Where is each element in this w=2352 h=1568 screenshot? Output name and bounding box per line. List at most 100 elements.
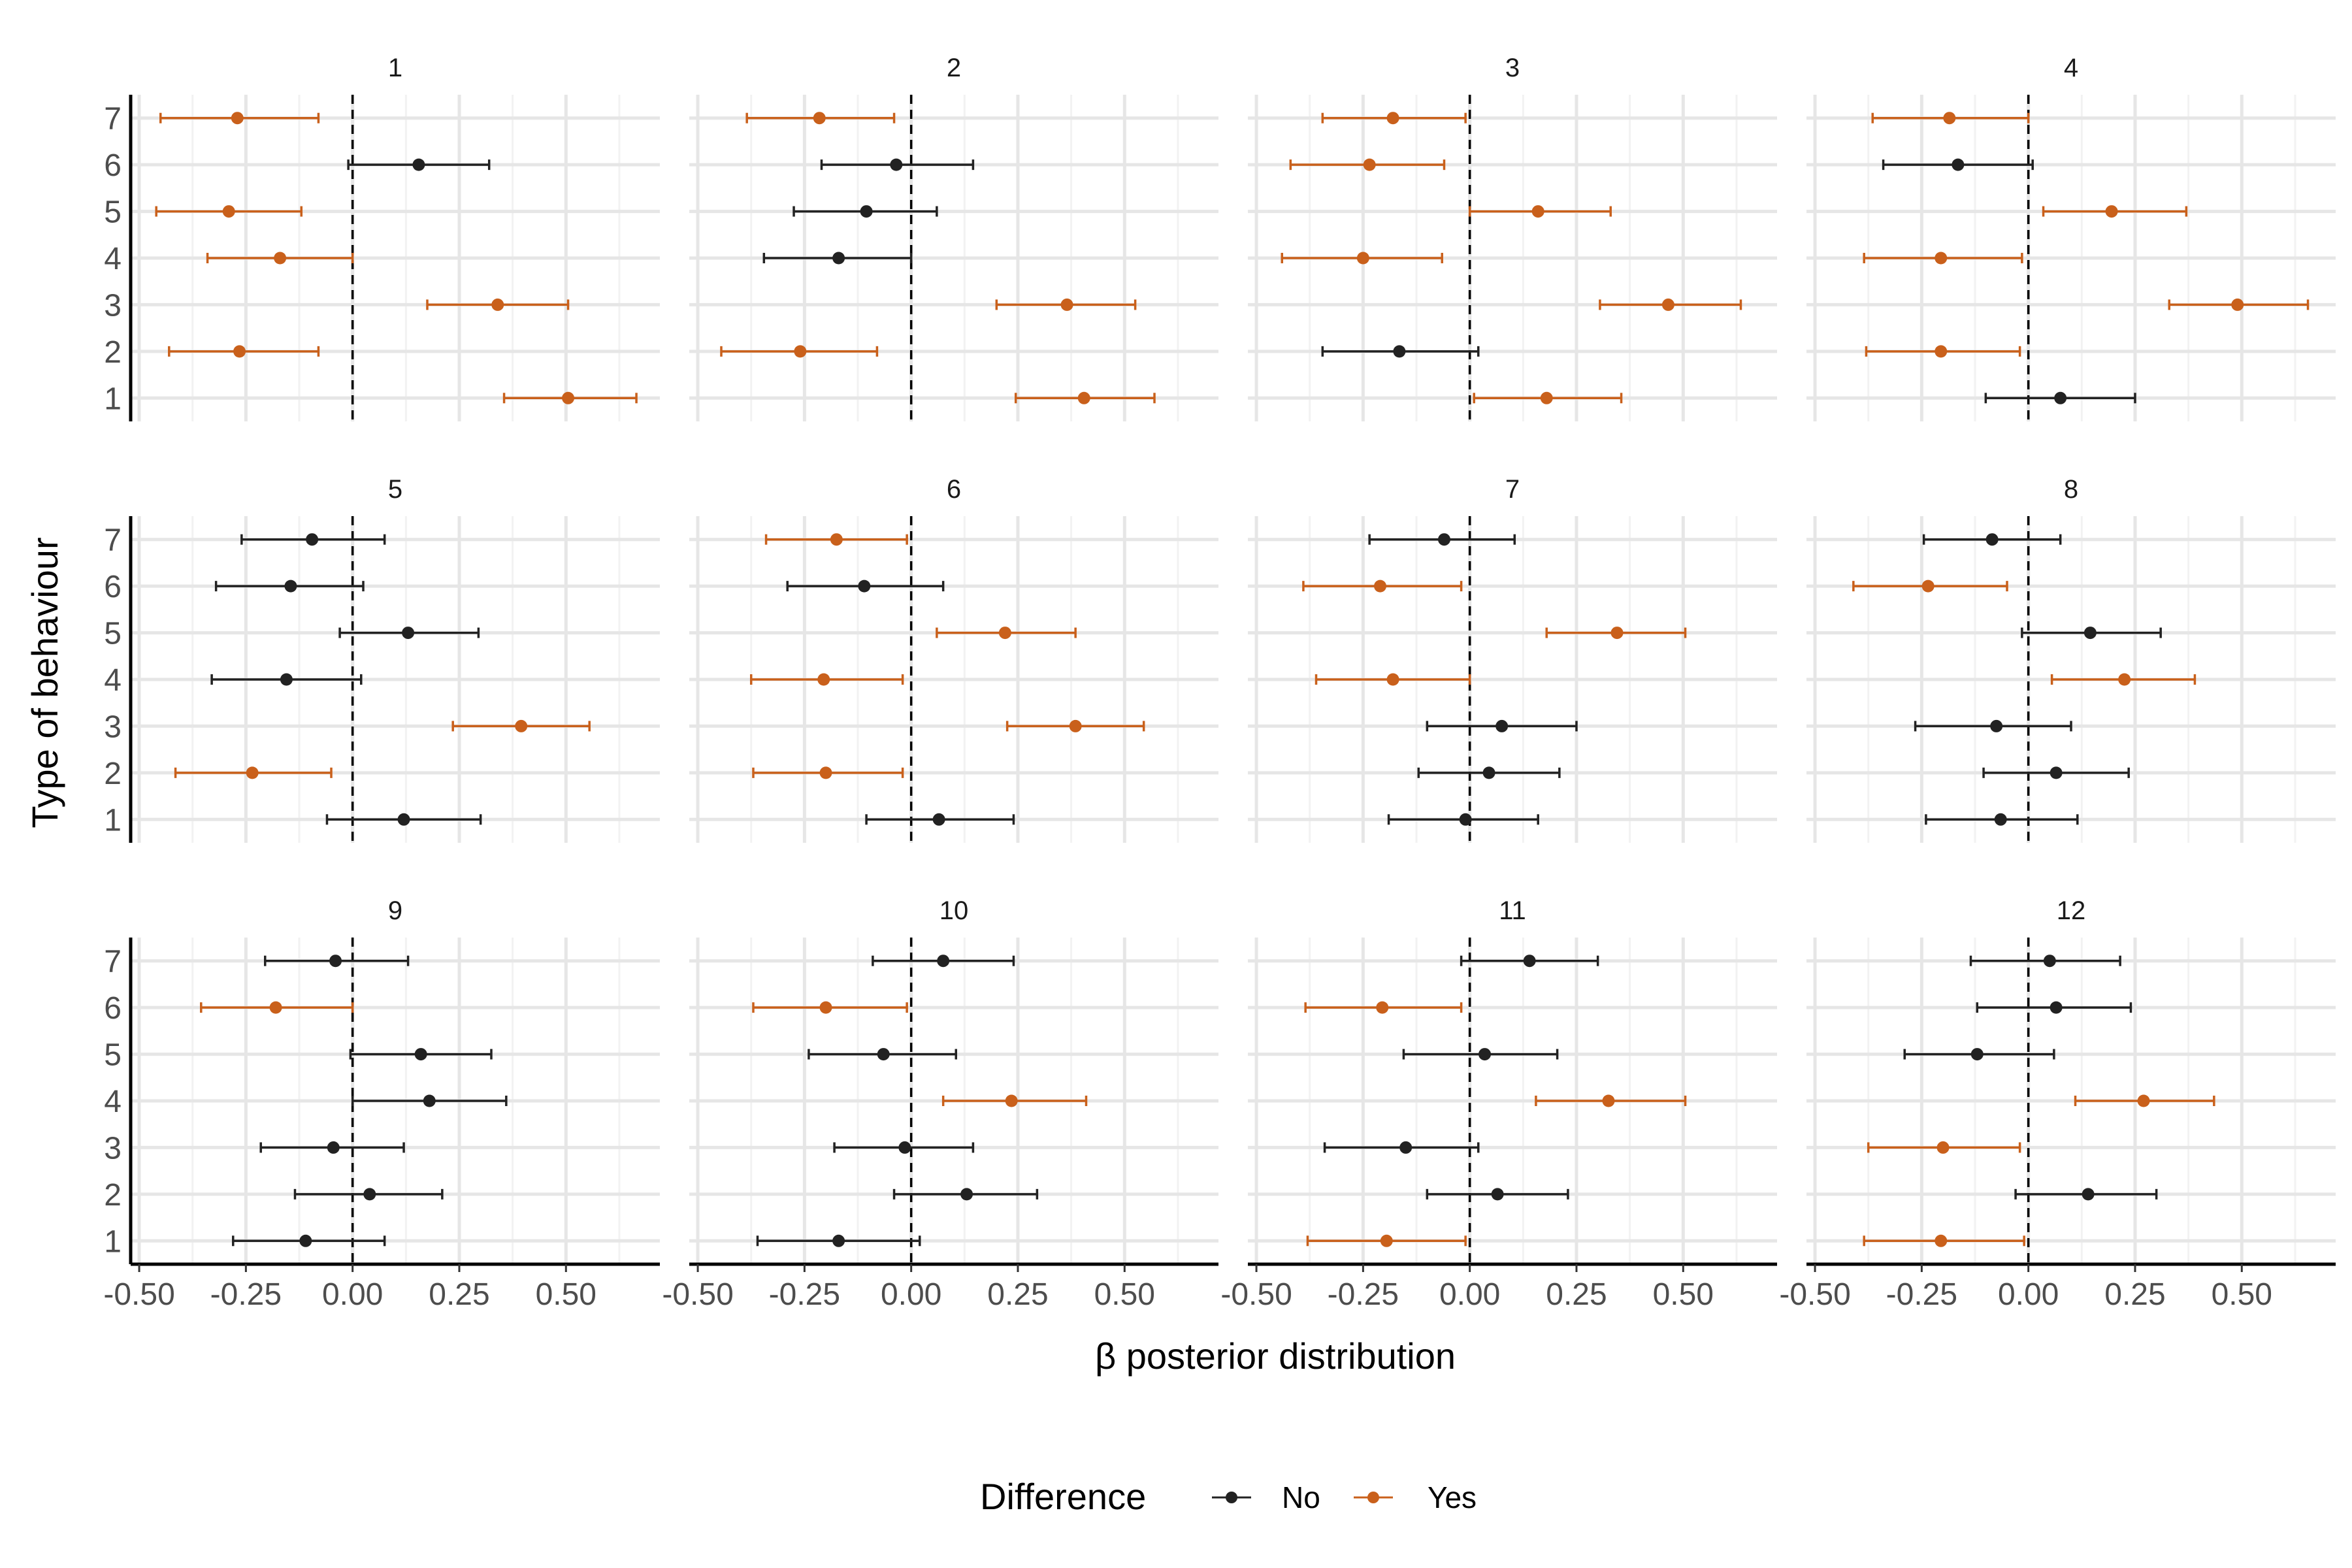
x-tick-label: 0.50 — [1094, 1277, 1155, 1312]
point-estimate — [306, 533, 319, 546]
estimate-8-3 — [1914, 719, 2072, 732]
y-tick-label: 5 — [104, 1038, 122, 1073]
y-tick-label: 4 — [104, 242, 122, 276]
point-estimate — [1994, 813, 2007, 826]
point-estimate — [998, 627, 1011, 640]
facet-panel-9: 9 1 2 3 4 5 6 7 -0.50 -0.25 0.00 0.25 0.50 — [103, 896, 660, 1312]
estimate-11-5 — [1402, 1048, 1559, 1061]
point-estimate — [2043, 955, 2056, 968]
point-estimate — [423, 1094, 436, 1107]
point-estimate — [1376, 1001, 1389, 1014]
point-estimate — [1935, 345, 1948, 358]
estimate-1-2 — [168, 345, 320, 358]
point-estimate — [1935, 1234, 1948, 1247]
y-tick-label: 5 — [104, 617, 122, 651]
point-estimate — [329, 955, 342, 968]
point-estimate — [898, 1141, 911, 1154]
y-tick-label: 2 — [104, 335, 122, 370]
point-estimate — [1491, 1188, 1504, 1201]
facet-panel-3: 3 — [1248, 54, 1777, 421]
facet-panel-11: 11 -0.50 -0.25 0.00 0.25 0.50 — [1220, 896, 1777, 1312]
estimate-12-1 — [1863, 1234, 2025, 1247]
facet-strip-label: 8 — [2064, 475, 2078, 504]
facet-panel-8: 8 — [1806, 475, 2336, 843]
point-estimate — [1399, 1141, 1413, 1154]
estimate-5-7 — [240, 533, 386, 546]
point-estimate — [932, 813, 945, 826]
point-estimate — [1661, 298, 1674, 311]
facet-strip-label: 2 — [947, 54, 961, 82]
point-estimate — [813, 112, 826, 125]
point-estimate — [832, 252, 845, 265]
estimate-10-7 — [872, 955, 1015, 968]
y-tick-label: 6 — [104, 570, 122, 604]
estimate-7-4 — [1315, 673, 1471, 686]
estimate-8-5 — [2021, 627, 2162, 640]
y-tick-label: 7 — [104, 523, 122, 558]
facet-strip-label: 11 — [1499, 896, 1526, 925]
estimate-9-7 — [264, 955, 410, 968]
point-estimate — [1985, 533, 1999, 546]
estimate-1-6 — [347, 158, 491, 171]
x-tick-label: 0.00 — [1998, 1277, 2059, 1312]
estimate-8-1 — [1925, 813, 2079, 826]
estimate-7-3 — [1426, 719, 1578, 732]
x-tick-label: -0.25 — [1886, 1277, 1957, 1312]
estimate-2-3 — [995, 298, 1137, 311]
point-estimate — [280, 673, 293, 686]
estimate-1-1 — [502, 391, 638, 404]
point-estimate — [960, 1188, 973, 1201]
point-estimate — [1990, 719, 2003, 732]
estimate-10-2 — [892, 1188, 1039, 1201]
estimate-8-4 — [2050, 673, 2197, 686]
estimate-3-2 — [1321, 345, 1480, 358]
estimate-2-7 — [745, 112, 896, 125]
point-estimate — [1523, 955, 1536, 968]
point-estimate — [1459, 813, 1472, 826]
point-estimate — [233, 345, 246, 358]
point-estimate — [2231, 298, 2244, 311]
x-axis-title: β posterior distribution — [1095, 1335, 1456, 1377]
estimate-6-1 — [865, 813, 1015, 826]
estimate-9-2 — [293, 1188, 444, 1201]
facet-panel-7: 7 — [1248, 475, 1777, 843]
legend-key-no-point — [1226, 1492, 1237, 1503]
estimate-2-6 — [820, 158, 975, 171]
x-tick-label: -0.50 — [662, 1277, 733, 1312]
facet-panel-6: 6 — [689, 475, 1218, 843]
x-tick-label: 0.25 — [1546, 1277, 1607, 1312]
point-estimate — [1482, 766, 1495, 779]
point-estimate — [1437, 533, 1450, 546]
estimate-8-2 — [1982, 766, 2130, 779]
point-estimate — [1005, 1094, 1018, 1107]
point-estimate — [2082, 1188, 2095, 1201]
estimate-1-4 — [206, 252, 354, 265]
y-tick-label: 2 — [104, 757, 122, 791]
estimate-5-3 — [451, 719, 591, 732]
point-estimate — [2118, 673, 2131, 686]
point-estimate — [1374, 580, 1386, 593]
point-estimate — [1921, 580, 1935, 593]
estimate-10-4 — [941, 1094, 1088, 1107]
y-tick-label: 1 — [104, 1224, 122, 1259]
y-tick-label: 5 — [104, 195, 122, 230]
estimate-3-7 — [1321, 112, 1467, 125]
point-estimate — [817, 673, 830, 686]
point-estimate — [274, 252, 287, 265]
point-estimate — [1943, 112, 1956, 125]
estimate-11-6 — [1304, 1001, 1463, 1014]
estimate-12-5 — [1903, 1048, 2055, 1061]
point-estimate — [2083, 627, 2097, 640]
point-estimate — [1356, 252, 1369, 265]
point-estimate — [1935, 252, 1948, 265]
point-estimate — [2105, 205, 2118, 218]
point-estimate — [412, 158, 425, 171]
legend-title: Difference — [980, 1476, 1146, 1517]
point-estimate — [2050, 1001, 2063, 1014]
estimate-11-2 — [1426, 1188, 1569, 1201]
x-tick-label: 0.25 — [2104, 1277, 2165, 1312]
x-tick-label: -0.25 — [1328, 1277, 1399, 1312]
estimate-6-5 — [936, 627, 1077, 640]
estimate-3-1 — [1473, 391, 1623, 404]
legend-entry-no: No — [1212, 1480, 1320, 1514]
